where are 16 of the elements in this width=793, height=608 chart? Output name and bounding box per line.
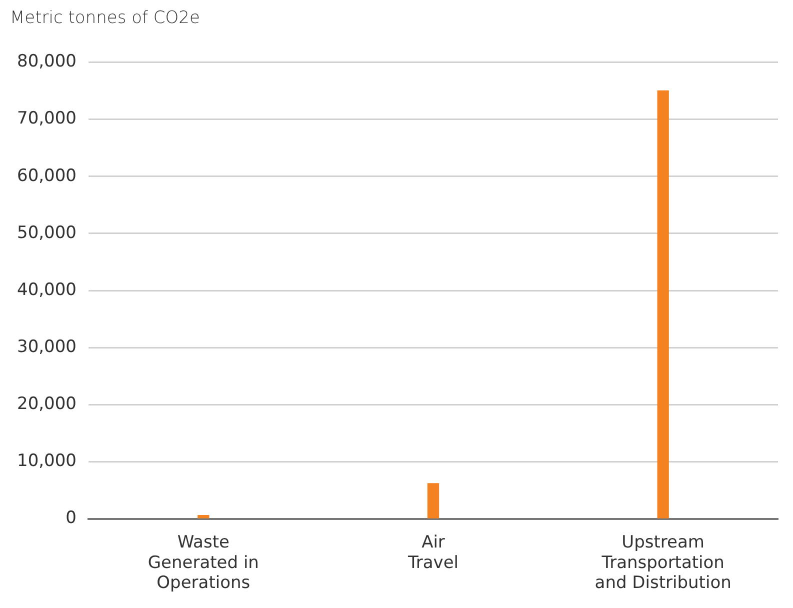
- y-axis-title: Metric tonnes of CO2e: [10, 8, 200, 28]
- y-tick-label: 10,000: [17, 451, 76, 472]
- x-tick-label: Waste Generated in Operations: [148, 532, 259, 594]
- y-tick-label: 70,000: [17, 108, 76, 129]
- y-tick-label: 50,000: [17, 222, 76, 243]
- y-tick-label: 40,000: [17, 280, 76, 300]
- x-tick-label: Air Travel: [406, 532, 459, 573]
- x-tick-label: Upstream Transportation and Distribution: [594, 532, 732, 594]
- bar: [198, 515, 210, 518]
- y-tick-label: 20,000: [17, 394, 76, 414]
- bar: [427, 483, 440, 518]
- y-tick-label: 30,000: [17, 336, 76, 357]
- bar: [657, 90, 669, 518]
- y-tick-label: 0: [66, 508, 76, 528]
- y-tick-label: 80,000: [17, 52, 76, 72]
- y-tick-label: 60,000: [17, 166, 76, 186]
